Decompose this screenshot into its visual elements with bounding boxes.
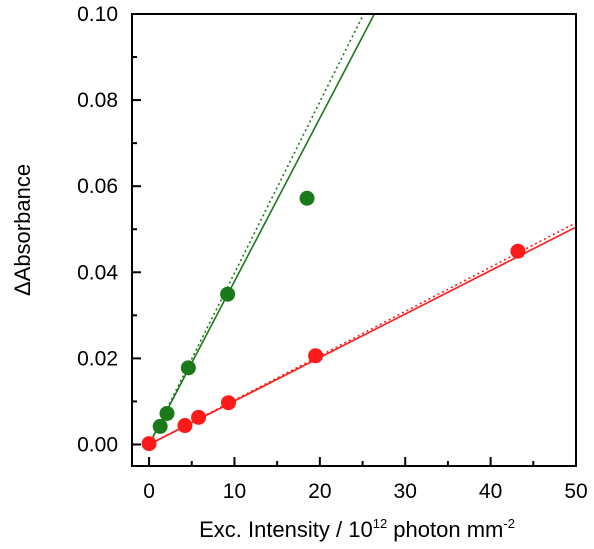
plot-frame [131,13,577,467]
x-tick-label: 30 [394,480,417,503]
x-tick-label: 50 [564,480,587,503]
data-point-0 [180,360,196,376]
data-point-1 [510,243,526,259]
data-points [141,190,526,452]
data-point-1 [308,348,324,364]
data-point-1 [141,436,157,452]
y-axis-title: ΔAbsorbance [10,164,35,296]
x-axis-title-unit-exponent: -2 [503,516,515,531]
data-point-0 [159,405,175,421]
x-tick-label: 10 [223,480,246,503]
data-point-1 [177,418,193,434]
y-tick-label: 0.02 [77,347,118,370]
x-tick-label: 0 [143,480,155,503]
data-point-0 [152,418,168,434]
y-tick-label: 0.04 [77,261,118,284]
y-tick-label: 0.06 [77,175,118,198]
fit-line-solid-0 [148,13,376,445]
y-tick-label: 0.00 [77,433,118,456]
tick-labels: 0 10 20 30 40 50 0.00 0.02 0.04 0.06 0.08 0.10 [77,3,588,503]
fit-lines [148,13,577,446]
data-point-1 [191,409,207,425]
x-axis-title: Exc. Intensity / 1012 photon mm-2 [199,516,515,542]
data-point-1 [220,395,236,411]
y-tick-label: 0.08 [77,89,118,112]
axis-ticks [132,13,577,466]
fit-line-solid-1 [148,226,577,446]
y-tick-label: 0.10 [77,3,118,26]
data-point-0 [299,190,315,206]
fit-line-dotted-0 [148,13,365,445]
x-tick-label: 20 [308,480,331,503]
x-axis-title-main: Exc. Intensity / 10 [199,517,373,542]
x-axis-title-unit: photon mm [387,517,503,542]
x-tick-label: 40 [479,480,502,503]
data-point-0 [220,286,236,302]
x-axis-title-exponent: 12 [373,516,387,531]
